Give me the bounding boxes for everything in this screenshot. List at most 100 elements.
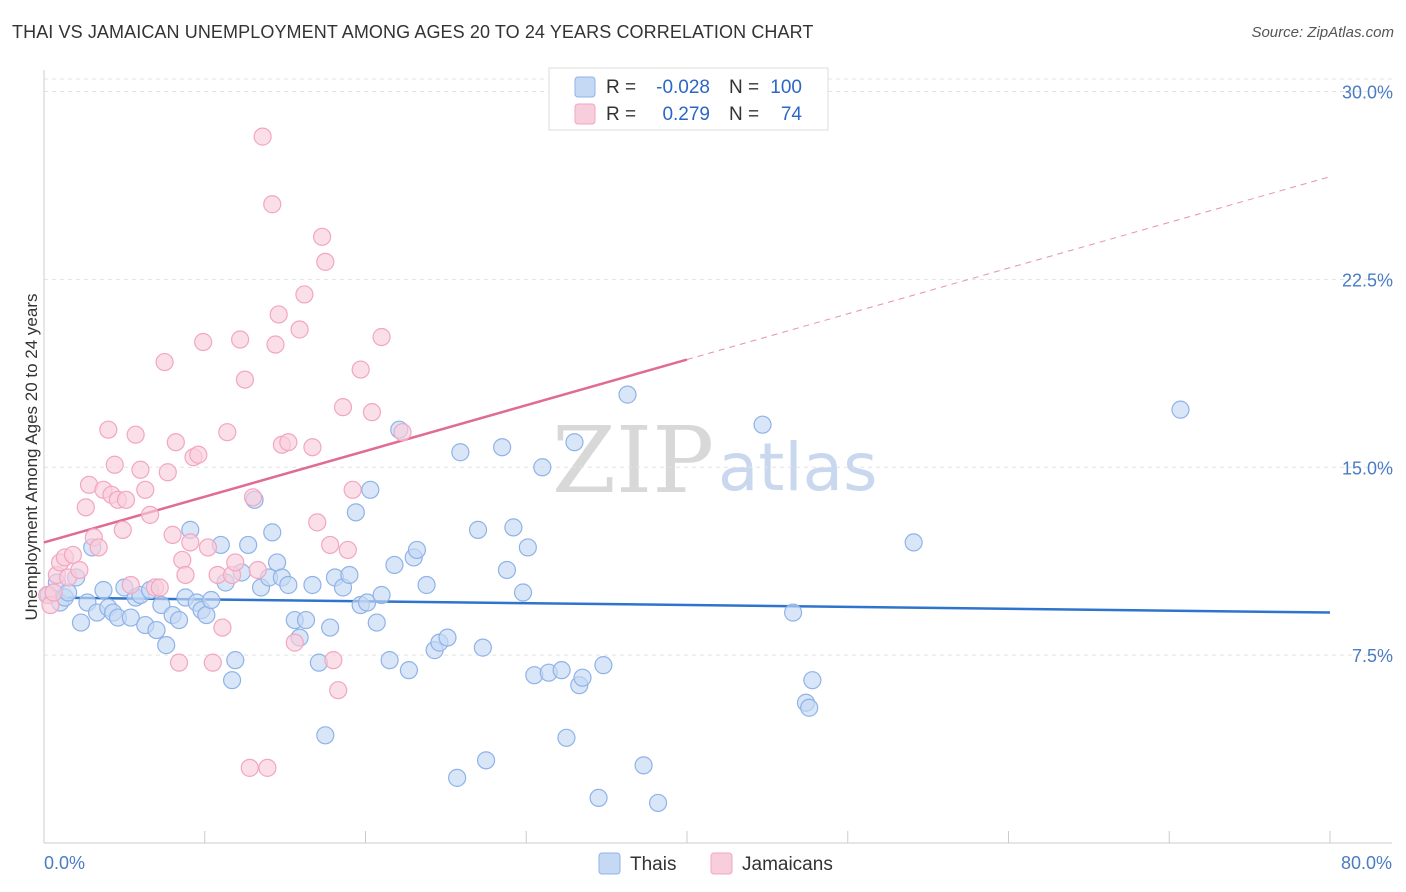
source-label: Source: ZipAtlas.com (1251, 24, 1394, 41)
point-thais (448, 768, 467, 787)
point-jamaicans (116, 490, 136, 509)
point-jamaicans (213, 618, 232, 637)
series-legend-swatch-thais (598, 852, 621, 875)
point-thais (121, 608, 140, 627)
point-thais (296, 610, 316, 630)
legend-swatch-thais (574, 76, 596, 98)
point-thais (380, 651, 399, 670)
point-thais (753, 415, 772, 434)
point-jamaicans (269, 305, 288, 324)
point-thais (518, 538, 537, 557)
series-legend-label-jamaicans: Jamaicans (742, 854, 833, 875)
legend-r-value-jamaicans: 0.279 (662, 104, 710, 125)
point-thais (340, 565, 359, 585)
point-thais (367, 613, 386, 632)
point-jamaicans (218, 423, 237, 442)
point-thais (202, 590, 221, 610)
point-jamaicans (166, 433, 185, 452)
point-thais (279, 575, 298, 595)
point-jamaicans (285, 633, 304, 652)
point-thais (468, 520, 488, 539)
point-thais (473, 638, 492, 657)
point-jamaicans (158, 463, 177, 482)
point-thais (267, 553, 287, 572)
point-thais (346, 503, 365, 522)
point-jamaicans (176, 565, 195, 585)
point-thais (451, 443, 470, 462)
y-axis-label: Unemployment Among Ages 20 to 24 years (22, 294, 41, 621)
point-thais (385, 555, 404, 575)
point-jamaicans (89, 538, 108, 557)
point-jamaicans (303, 438, 322, 457)
point-thais (594, 656, 613, 675)
point-jamaicans (140, 505, 160, 524)
point-jamaicans (121, 575, 140, 595)
point-jamaicans (155, 352, 174, 372)
point-thais (372, 585, 391, 605)
point-thais (316, 726, 335, 745)
point-thais (589, 788, 608, 808)
point-thais (618, 385, 637, 404)
point-jamaicans (131, 460, 150, 479)
point-jamaicans (240, 758, 259, 777)
y-tick-label: 15.0% (1342, 458, 1393, 478)
point-jamaicans (181, 533, 200, 552)
point-thais (800, 698, 819, 717)
legend-r-label-thais: R = (606, 77, 636, 98)
point-jamaicans (321, 535, 340, 555)
point-thais (476, 751, 496, 770)
x-tick-label-max: 80.0% (1341, 853, 1392, 873)
point-thais (226, 651, 245, 670)
point-thais (803, 671, 822, 690)
point-jamaicans (203, 653, 222, 672)
point-jamaicans (362, 403, 382, 422)
point-jamaicans (266, 335, 285, 354)
point-jamaicans (189, 445, 208, 464)
point-jamaicans (393, 423, 412, 442)
point-jamaicans (329, 681, 348, 700)
point-jamaicans (231, 330, 250, 349)
point-thais (533, 458, 552, 477)
y-tick-label: 7.5% (1352, 646, 1393, 666)
point-thais (504, 518, 523, 537)
point-thais (94, 580, 113, 600)
point-jamaicans (338, 540, 357, 560)
point-jamaicans (126, 425, 145, 444)
point-thais (513, 583, 533, 602)
correlation-legend: R = -0.028 N = 100 R = 0.279 N = 74 (548, 67, 829, 131)
point-jamaicans (263, 195, 282, 214)
point-thais (197, 605, 216, 625)
trend-line-extension-jamaicans (686, 176, 1331, 361)
point-thais (783, 603, 803, 622)
point-jamaicans (243, 488, 263, 507)
point-jamaicans (343, 480, 362, 499)
point-jamaicans (76, 498, 95, 517)
point-thais (263, 523, 282, 542)
point-thais (358, 593, 377, 612)
legend-n-label-thais: N = (729, 77, 759, 98)
chart-title: THAI VS JAMAICAN UNEMPLOYMENT AMONG AGES… (12, 22, 814, 42)
point-thais (147, 620, 166, 640)
point-jamaicans (169, 653, 189, 672)
point-jamaicans (295, 285, 314, 304)
point-thais (407, 540, 427, 560)
point-jamaicans (253, 127, 272, 146)
legend-r-value-thais: -0.028 (656, 77, 710, 98)
point-jamaicans (198, 538, 218, 557)
y-tick-label: 30.0% (1342, 83, 1393, 103)
point-thais (438, 628, 457, 647)
point-jamaicans (312, 227, 332, 246)
watermark: ZIP atlas (552, 407, 878, 514)
point-jamaicans (308, 513, 327, 532)
point-thais (417, 575, 436, 595)
x-tick-label-min: 0.0% (44, 853, 85, 873)
legend-n-value-thais: 100 (770, 77, 802, 98)
point-jamaicans (63, 545, 83, 565)
point-thais (303, 575, 322, 595)
point-thais (71, 613, 91, 632)
point-jamaicans (173, 550, 192, 570)
point-jamaicans (136, 480, 155, 499)
point-jamaicans (163, 525, 182, 544)
point-jamaicans (372, 327, 391, 347)
